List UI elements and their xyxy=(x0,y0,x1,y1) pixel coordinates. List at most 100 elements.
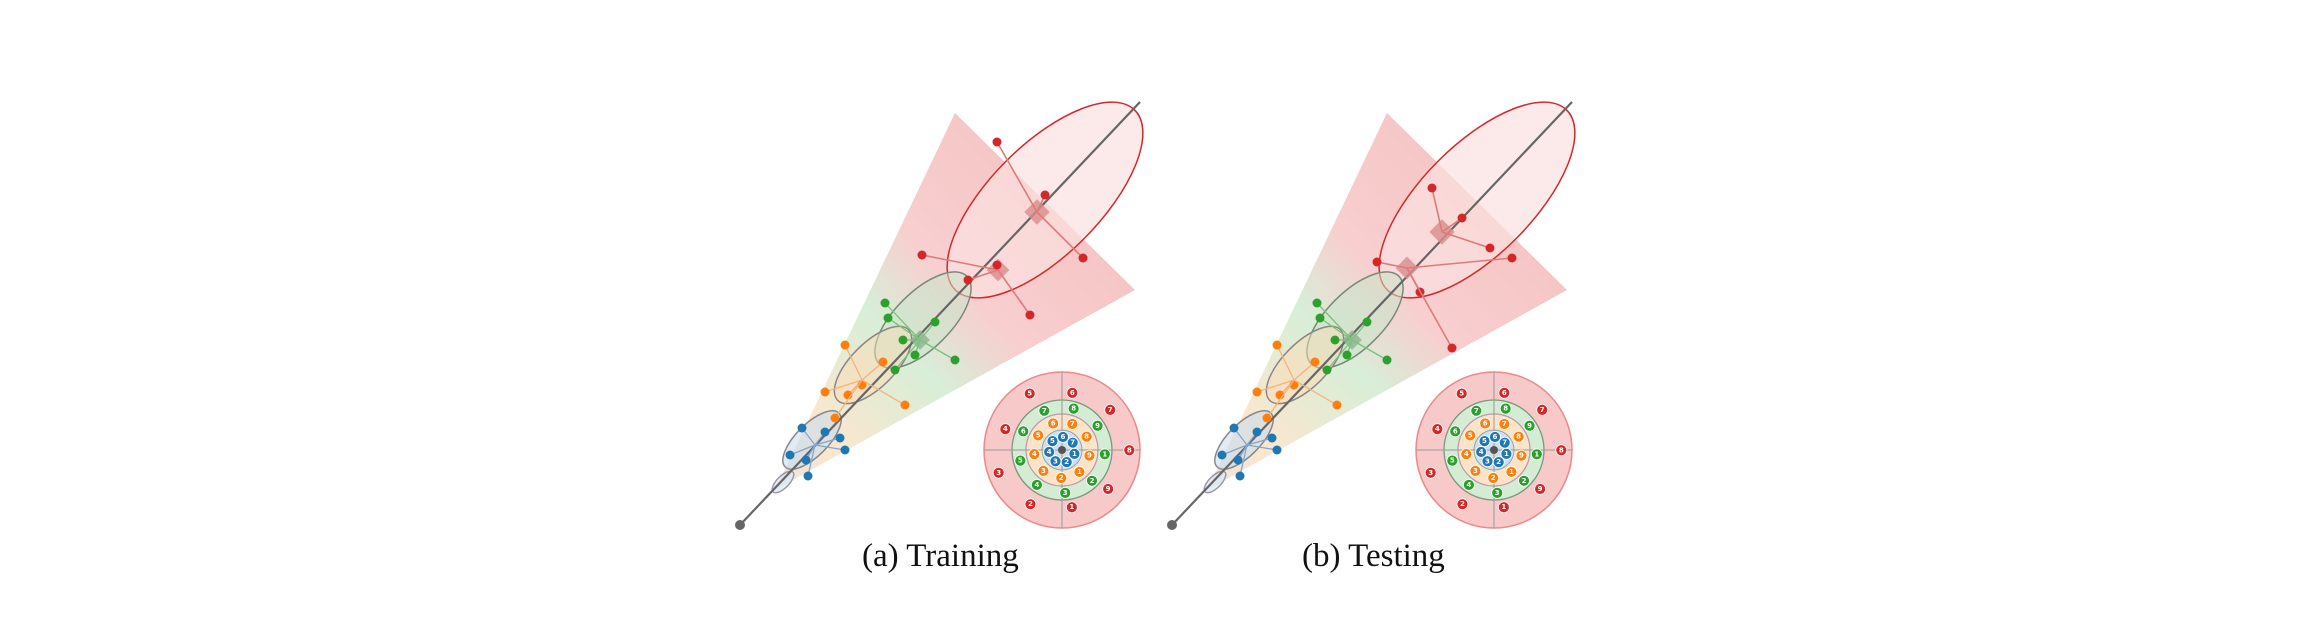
red-point xyxy=(1485,243,1495,253)
red-disk-label: 9 xyxy=(1538,485,1543,493)
green-disk-marker xyxy=(1059,486,1072,499)
green-disk-marker xyxy=(1086,474,1098,487)
blue-disk-label: 2 xyxy=(1064,458,1069,466)
red-disk-marker xyxy=(1455,387,1468,400)
red-point xyxy=(1078,253,1088,263)
green-disk-label: 1 xyxy=(1534,450,1539,458)
origin-axis-line xyxy=(1171,101,1573,526)
orange-disk-label: 5 xyxy=(1468,431,1473,439)
orange-link xyxy=(861,361,884,381)
caption-testing: (b) Testing xyxy=(1302,538,1445,574)
green-point xyxy=(1382,355,1392,365)
orange-point xyxy=(900,400,910,410)
blue-point xyxy=(785,450,795,460)
green-disk-marker xyxy=(1470,404,1483,417)
red-disk-marker xyxy=(1023,387,1036,400)
blue-point xyxy=(1233,455,1243,465)
red-link xyxy=(997,269,1031,316)
green-disk-label: 3 xyxy=(1495,489,1500,497)
blue-disk-marker xyxy=(1043,446,1056,458)
orange-disk-marker xyxy=(1487,472,1500,484)
red-point xyxy=(963,275,973,285)
red-disk-marker xyxy=(1536,403,1549,416)
orange-disk-marker xyxy=(1066,418,1079,430)
blue-point xyxy=(797,423,807,433)
orange-disk-label: 9 xyxy=(1087,452,1092,460)
red-link xyxy=(1441,231,1491,249)
red-link xyxy=(921,254,999,271)
blue-disk-label: 3 xyxy=(1485,457,1490,465)
green-disk-marker xyxy=(1530,448,1543,461)
red-point xyxy=(1457,213,1467,223)
red-disk-label: 7 xyxy=(1108,406,1113,414)
blue-point xyxy=(1272,445,1282,455)
red-disk-marker xyxy=(992,466,1005,479)
red-disk-label: 5 xyxy=(1027,390,1032,398)
red-point xyxy=(1040,190,1050,200)
green-point xyxy=(1315,313,1325,323)
green-point xyxy=(1362,317,1372,327)
orange-disk-label: 6 xyxy=(1483,419,1488,427)
green-point xyxy=(890,365,900,375)
red-disk-label: 7 xyxy=(1540,406,1545,414)
blue-disk-marker xyxy=(1478,435,1491,448)
green-disk-marker xyxy=(1098,448,1111,461)
green-link xyxy=(1326,339,1353,371)
orange-link xyxy=(1266,379,1295,419)
red-point xyxy=(992,137,1002,147)
disk-center-point xyxy=(1490,446,1498,454)
green-disk-marker xyxy=(1462,479,1475,491)
blue-disk-label: 7 xyxy=(1502,439,1507,447)
green-disk-label: 8 xyxy=(1071,405,1076,413)
red-link xyxy=(996,141,1038,213)
red-point xyxy=(992,260,1002,270)
orange-point xyxy=(1252,387,1262,397)
red-disk-marker xyxy=(1024,498,1037,511)
green-link xyxy=(894,339,921,371)
green-disk-marker xyxy=(1446,454,1459,467)
green-disk-label: 7 xyxy=(1474,407,1479,415)
red-disk-marker xyxy=(999,423,1012,436)
orange-point xyxy=(830,413,840,423)
green-disk-label: 9 xyxy=(1527,422,1532,430)
green-disk-label: 5 xyxy=(1018,457,1023,465)
orange-link xyxy=(824,379,863,393)
orange-point xyxy=(1272,340,1282,350)
green-disk-marker xyxy=(1091,419,1104,432)
green-point xyxy=(880,298,890,308)
orange-disk-label: 1 xyxy=(1509,468,1514,476)
orange-link xyxy=(1293,379,1338,406)
red-link xyxy=(967,269,999,281)
green-point xyxy=(883,313,893,323)
red-disk-marker xyxy=(1431,423,1444,436)
green-disk-label: 3 xyxy=(1063,489,1068,497)
green-link xyxy=(1316,302,1353,341)
blue-disk-label: 4 xyxy=(1479,448,1484,456)
orange-link xyxy=(844,344,863,381)
green-disk-label: 6 xyxy=(1453,427,1458,435)
blue-disk-label: 1 xyxy=(1072,450,1077,458)
green-point xyxy=(898,335,908,345)
blue-disk-label: 6 xyxy=(1061,433,1066,441)
orange-disk-label: 8 xyxy=(1516,433,1521,441)
green-disk-label: 4 xyxy=(1034,481,1039,489)
red-disk-marker xyxy=(1424,466,1437,479)
red-disk-label: 1 xyxy=(1069,503,1074,511)
orange-level-cap xyxy=(833,325,913,405)
orange-disk-marker xyxy=(1055,472,1068,484)
origin-point xyxy=(735,520,745,530)
green-disk-marker xyxy=(1491,486,1504,499)
orange-disk-marker xyxy=(1479,417,1492,430)
red-disk-label: 9 xyxy=(1106,485,1111,493)
green-disk-label: 4 xyxy=(1466,481,1471,489)
green-disk-label: 9 xyxy=(1095,422,1100,430)
blue-disk-label: 3 xyxy=(1053,457,1058,465)
red-disk-label: 8 xyxy=(1127,446,1132,454)
orange-disk-label: 5 xyxy=(1036,431,1041,439)
orange-disk-label: 2 xyxy=(1059,474,1064,482)
blue-point xyxy=(1252,427,1262,437)
green-disk-marker xyxy=(1038,404,1051,417)
orange-disk-marker xyxy=(1469,465,1482,477)
